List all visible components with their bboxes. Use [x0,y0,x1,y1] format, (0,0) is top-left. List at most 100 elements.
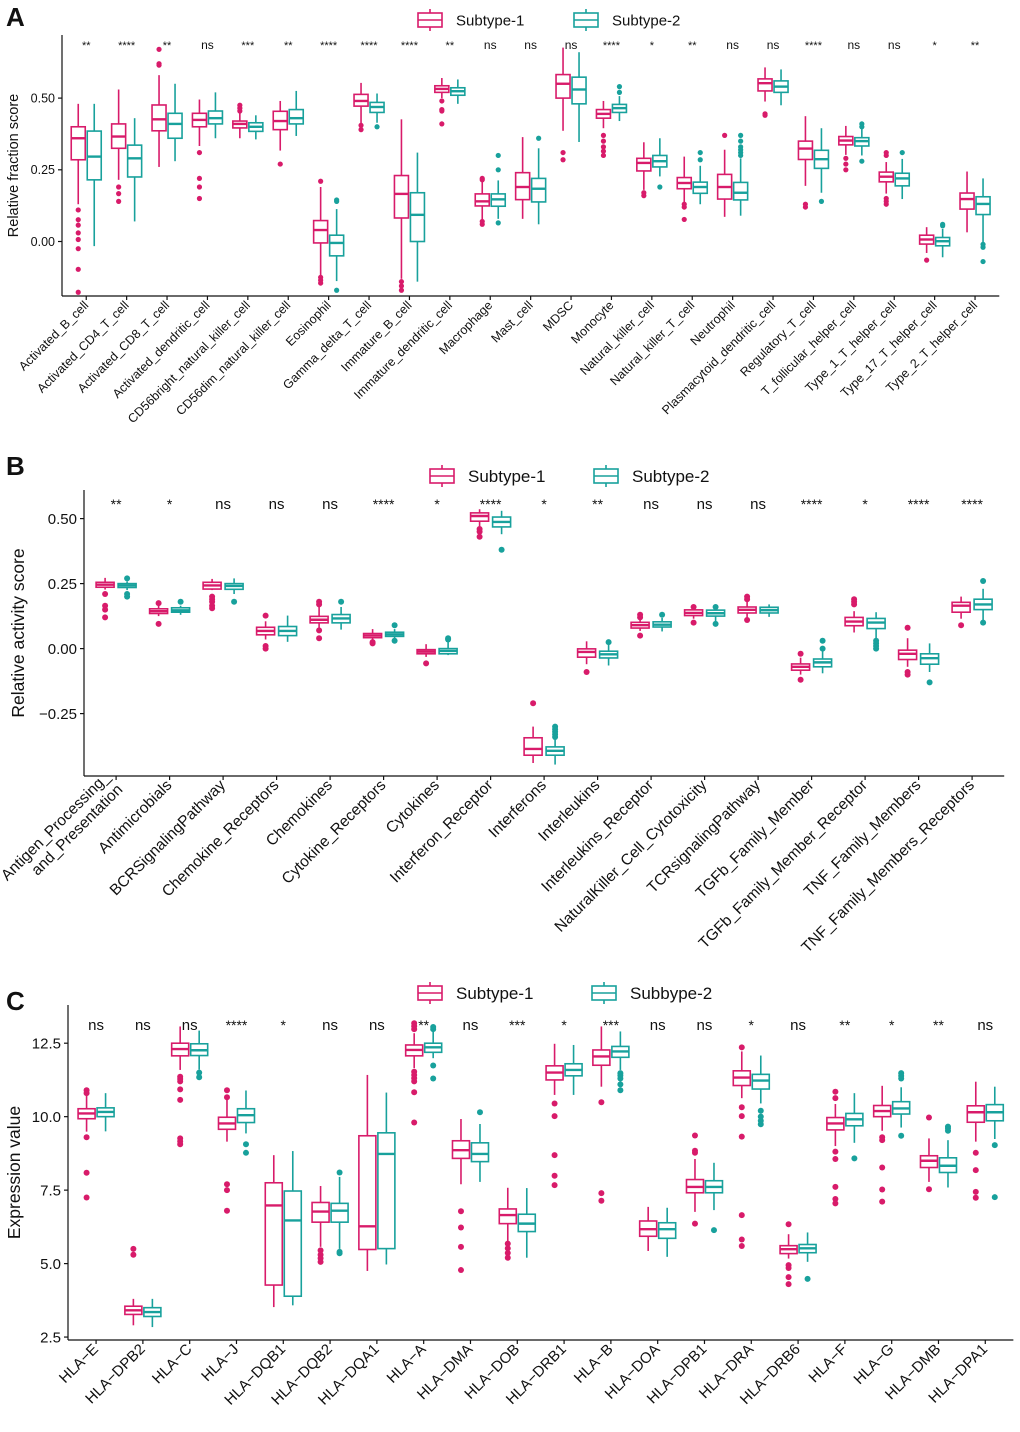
boxplot-subtype-2 [975,178,991,265]
y-tick-label: 0.25 [31,163,55,177]
iqr-box [151,104,167,132]
outlier-point [600,148,607,154]
boxplot-subtype-1 [124,1245,143,1326]
boxplot-subtype-1 [959,171,975,233]
outlier-point [277,161,283,167]
outlier-point [904,671,911,678]
outlier-point [318,280,324,286]
outlier-point [757,1107,764,1114]
outlier-point [551,1172,558,1179]
boxplot-subtype-2 [564,1044,583,1095]
outlier-point [439,98,445,104]
outlier-point [334,287,340,293]
boxplot-subtype-1 [170,1026,190,1148]
outlier-point [102,614,109,621]
outlier-point [83,1194,90,1201]
outlier-point [479,221,485,227]
outlier-point [223,1187,230,1194]
outlier-point [196,184,203,190]
outlier-point [832,1183,839,1190]
significance-label: * [561,1017,567,1033]
legend-item-subtype-2: Subtype-2 [573,9,680,31]
boxplot-subtype-1 [358,1074,377,1271]
outlier-point [785,1265,792,1272]
outlier-point [358,122,364,128]
outlier-point [317,1247,324,1254]
outlier-point [851,1155,858,1162]
boxplot-subtype-1 [966,1081,986,1201]
iqr-box [312,219,329,244]
boxplot-subtype-2 [96,1093,115,1132]
boxplot-subtype-2 [170,598,191,615]
outlier-point [374,124,380,130]
y-tick-label: 7.5 [40,1182,61,1199]
significance-label: ns [463,1017,479,1034]
outlier-point [980,258,986,265]
x-tick-label: Cytokine_Receptors [279,777,390,888]
outlier-point [924,257,930,263]
iqr-box [657,1221,677,1240]
boxplot-subtype-2 [854,121,870,164]
outlier-point [242,1149,249,1156]
boxplot-subtype-2 [423,1024,443,1082]
outlier-point [904,624,911,631]
outlier-point [940,223,946,229]
outlier-point [551,1100,558,1107]
iqr-box [328,234,345,257]
outlier-point [605,639,612,646]
outlier-point [738,138,744,144]
x-tick-label: Natural_killer_cell [577,298,657,378]
outlier-point [972,1167,979,1174]
outlier-point [802,204,809,210]
boxplot-subtype-2 [759,604,779,617]
significance-label: ** [446,40,455,52]
outlier-point [177,1141,184,1148]
boxplot-subtype-1 [70,103,87,295]
boxplot-subtype-1 [555,47,571,163]
outlier-point [744,617,751,623]
y-tick-label: 0.25 [48,576,77,593]
outlier-point [898,1075,905,1082]
outlier-point [495,152,501,159]
boxplot-subtype-1 [872,1085,892,1205]
outlier-point [797,650,804,657]
x-tick-label: Mast_cell [489,298,536,345]
outlier-point [710,1227,717,1234]
significance-label: ns [215,496,231,513]
panel-letter: B [6,451,25,481]
boxplot-subtype-2 [450,79,466,104]
outlier-point [75,246,81,252]
y-tick-label: 2.5 [40,1329,61,1346]
outlier-point [738,1044,745,1051]
outlier-point [691,1149,698,1156]
outlier-point [317,1258,324,1265]
y-tick-label: 10.0 [32,1109,61,1126]
x-tick-label: Immature_B_cell [338,298,414,374]
boxplot-subtype-1 [217,1087,237,1214]
outlier-point [551,1182,558,1189]
x-tick-label: MDSC [540,298,576,334]
outlier-point [797,676,804,683]
boxplot-subtype-2 [938,1123,958,1188]
boxplot-subtype-2 [692,149,709,205]
outlier-point [124,593,131,600]
x-tick-label: Activated_B_cell [16,298,91,373]
outlier-point [155,600,162,607]
outlier-point [738,152,744,159]
outlier-point [316,635,323,642]
boxplot-subtype-2 [919,643,940,686]
outlier-point [681,204,687,210]
iqr-box [470,1142,490,1163]
boxplot-subtype-2 [331,598,351,630]
outlier-point [479,177,485,183]
boxplot-subtype-2 [369,93,385,130]
outlier-point [318,178,324,184]
outlier-point [551,1152,558,1159]
x-tick-label: HLA−A [384,1341,430,1387]
y-tick-label: −0.25 [39,706,77,723]
legend-label: Subtype-2 [612,12,680,29]
outlier-point [237,102,243,108]
outlier-point [843,155,849,161]
outlier-point [242,1141,249,1148]
legend-item-subtype-1: Subtype-1 [417,982,534,1004]
